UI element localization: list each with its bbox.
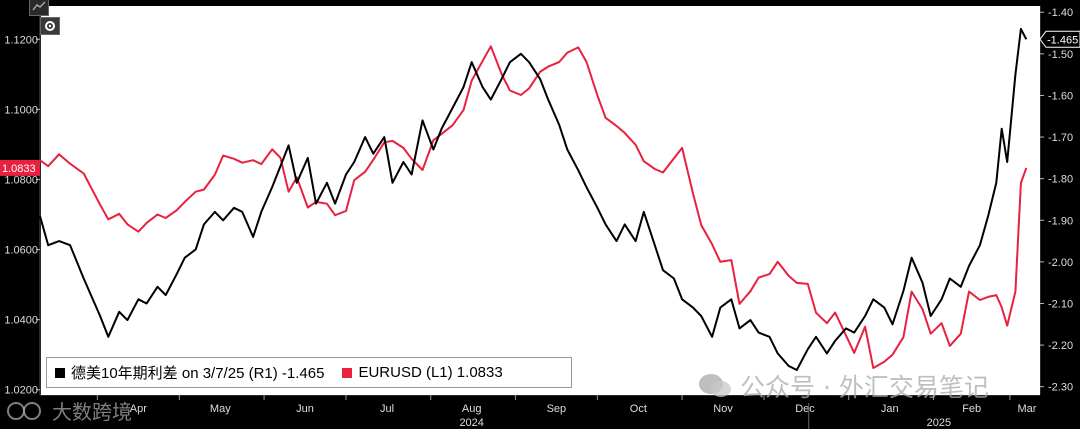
right-tick-label: -1.60 <box>1048 90 1073 102</box>
right-tick-label: -1.70 <box>1048 132 1073 144</box>
left-tick-label: 1.1200 <box>4 34 38 46</box>
watermark-right-text: 公众号 · 外汇交易笔记 <box>740 373 989 402</box>
plot-background <box>41 6 1040 395</box>
right-tick-label: -2.20 <box>1048 340 1073 352</box>
left-tick-label: 1.0200 <box>4 385 38 397</box>
x-tick-label: Dec <box>795 403 815 415</box>
x-tick-label: Nov <box>713 403 733 415</box>
x-tick-label: May <box>210 403 231 415</box>
watermark-left-text: 大数跨境 <box>52 400 132 424</box>
right-tick-label: -1.40 <box>1048 7 1073 19</box>
legend: 德美10年期利差 on 3/7/25 (R1) -1.465 EURUSD (L… <box>46 357 572 388</box>
gear-icon[interactable] <box>40 17 60 35</box>
watermark-left: 大数跨境 <box>6 396 132 425</box>
x-tick-label: Feb <box>962 403 981 415</box>
current-value-labels: 1.0833 -1.465 <box>0 30 1080 176</box>
left-axis: 1.0200 1.0400 1.0600 1.0800 1.1000 1.1200 <box>4 34 40 397</box>
watermark-right: 公众号 · 外汇交易笔记 <box>698 368 989 404</box>
left-tick-label: 1.0800 <box>4 174 38 186</box>
left-tick-label: 1.0600 <box>4 245 38 257</box>
x-tick-label: Jan <box>881 403 899 415</box>
right-tick-label: -2.00 <box>1048 257 1073 269</box>
wechat-icon <box>698 373 732 399</box>
x-axis: Apr May Jun Jul Aug Sep Oct Nov Dec Jan Feb Mar 2024… <box>96 395 1037 429</box>
legend-swatch-spread <box>55 367 65 378</box>
right-tick-label: -2.10 <box>1048 298 1073 310</box>
current-label-left: 1.0833 <box>2 163 36 175</box>
legend-item-eurusd: EURUSD (L1) 1.0833 <box>342 364 503 381</box>
spread-line <box>39 27 1028 371</box>
watermark-logo-icon <box>6 400 48 422</box>
right-tick-label: -1.90 <box>1048 215 1073 227</box>
x-year-label: 2024 <box>459 417 483 429</box>
current-label-right-bg <box>1039 30 1080 48</box>
x-tick-label: Jun <box>296 403 314 415</box>
x-tick-label: Aug <box>462 403 482 415</box>
right-axis: -1.40 -1.50 -1.60 -1.70 -1.80 -1.90 -2.00 -2.10… <box>1040 7 1073 394</box>
current-label-right: -1.465 <box>1047 34 1078 46</box>
series-layer <box>39 6 1040 395</box>
x-tick-label: Jul <box>380 403 394 415</box>
x-tick-label: Apr <box>130 403 147 415</box>
x-tick-label: Oct <box>630 403 647 415</box>
left-tick-label: 1.1000 <box>4 104 38 116</box>
x-tick-label: Mar <box>1018 403 1037 415</box>
eurusd-line <box>39 45 1028 369</box>
legend-item-spread: 德美10年期利差 on 3/7/25 (R1) -1.465 <box>55 362 324 383</box>
legend-label-spread: 德美10年期利差 on 3/7/25 (R1) -1.465 <box>71 365 325 382</box>
right-tick-label: -2.30 <box>1048 382 1073 394</box>
line-chart-icon[interactable] <box>29 0 49 16</box>
legend-swatch-eurusd <box>342 367 353 378</box>
legend-label-eurusd: EURUSD (L1) 1.0833 <box>358 364 503 381</box>
right-tick-label: -1.50 <box>1048 49 1073 61</box>
x-tick-label: Sep <box>547 403 567 415</box>
x-year-label: 2025 <box>927 417 951 429</box>
left-tick-label: 1.0400 <box>4 315 38 327</box>
current-label-left-bg <box>0 159 40 176</box>
right-tick-label: -1.80 <box>1048 174 1073 186</box>
